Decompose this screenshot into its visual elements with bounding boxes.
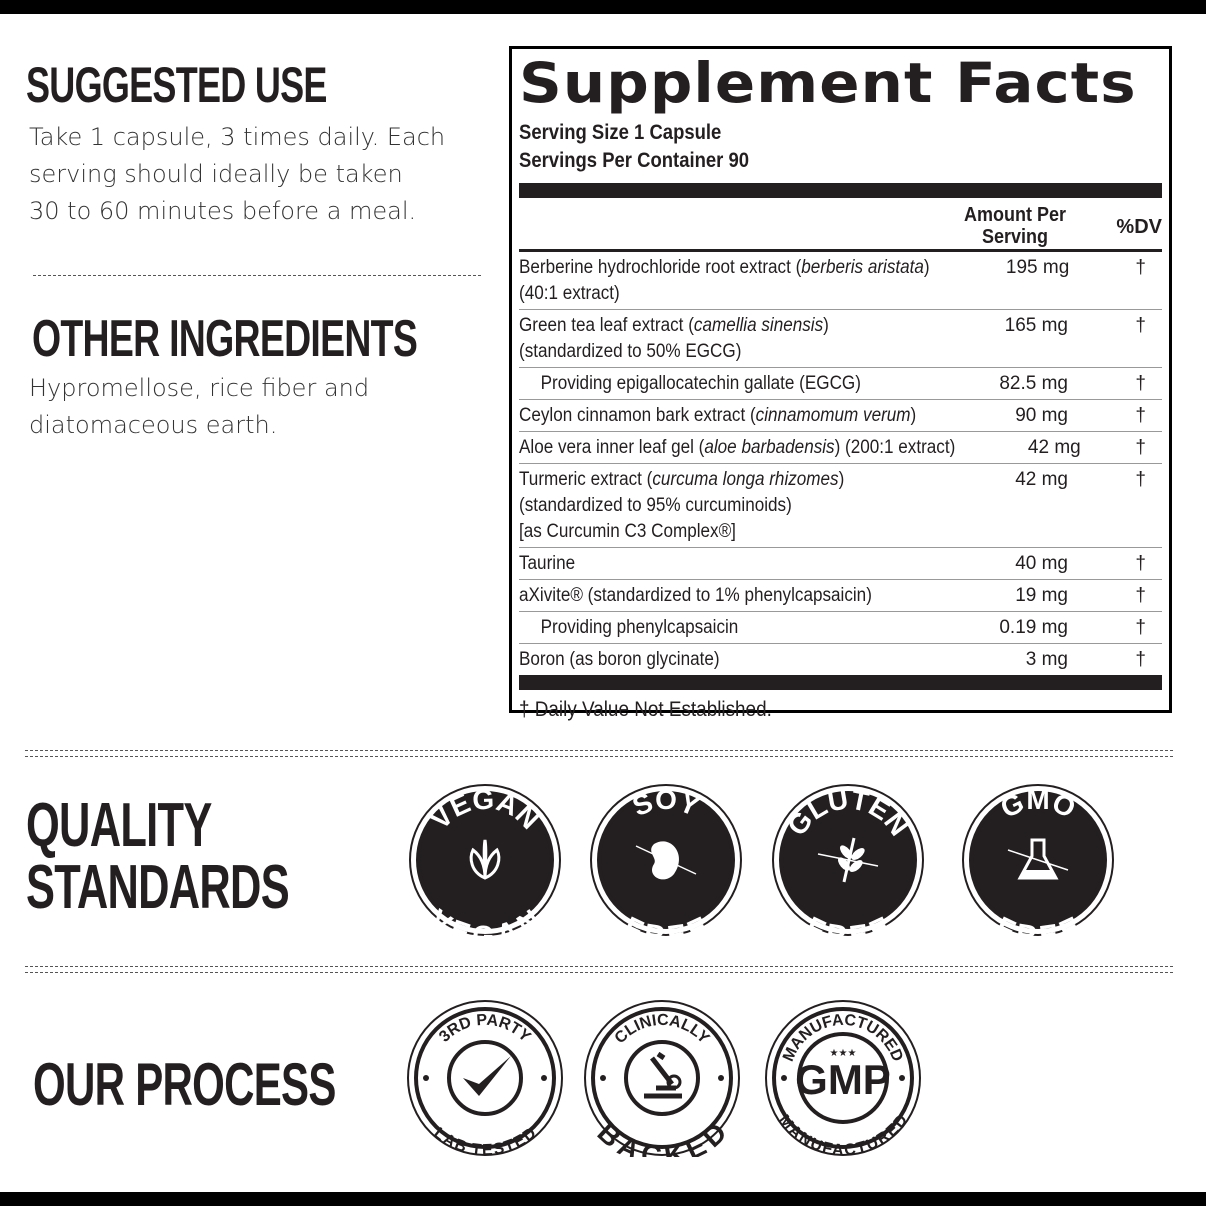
quality-standards-title: QUALITY STANDARDS — [26, 791, 290, 922]
daily-value: † — [1135, 649, 1146, 670]
nutrient-name: Taurine — [519, 553, 576, 574]
nutrient-row: Turmeric extract (curcuma longa rhizomes… — [519, 463, 1162, 547]
other-ingredients-title: OTHER INGREDIENTS — [32, 310, 418, 368]
amount: 165 mg — [1004, 315, 1068, 336]
supplement-facts-panel: Supplement Facts Serving Size 1 Capsule … — [509, 46, 1172, 721]
thick-rule — [519, 675, 1162, 690]
nutrient-name: Green tea leaf extract (camellia sinensi… — [519, 315, 829, 362]
nutrient-name: Providing epigallocatechin gallate (EGCG… — [540, 373, 861, 394]
nutrient-name: Providing phenylcapsaicin — [540, 617, 739, 638]
divider — [25, 756, 1173, 757]
thick-rule — [519, 183, 1162, 198]
bottom-border — [0, 1192, 1206, 1206]
column-header: Amount Per Serving %DV — [519, 198, 1162, 252]
flask-icon — [1007, 838, 1069, 880]
nutrient-row: Berberine hydrochloride root extract (be… — [519, 252, 1162, 309]
nutrient-row: Aloe vera inner leaf gel (aloe barbadens… — [519, 431, 1162, 463]
daily-value: † — [1135, 437, 1146, 458]
top-border — [0, 0, 1206, 14]
amount: 0.19 mg — [999, 617, 1068, 638]
amount: 195 mg — [1005, 257, 1070, 278]
amount: 40 mg — [1015, 553, 1068, 574]
our-process-title: OUR PROCESS — [33, 1051, 336, 1118]
nutrient-row: aXivite® (standardized to 1% phenylcapsa… — [519, 579, 1162, 611]
servings-per-container: Servings Per Container 90 — [519, 149, 750, 172]
daily-value: † — [1135, 373, 1146, 394]
microscope-icon — [624, 1040, 700, 1116]
nutrient-name: Berberine hydrochloride root extract (be… — [519, 257, 930, 304]
amount: 42 mg — [1015, 469, 1068, 490]
footnote: † Daily Value Not Established. — [519, 698, 772, 721]
divider — [25, 750, 1173, 751]
divider — [25, 966, 1173, 967]
amount: 19 mg — [1015, 585, 1068, 606]
amount: 3 mg — [1025, 649, 1068, 670]
daily-value: † — [1135, 257, 1146, 278]
nutrient-name: aXivite® (standardized to 1% phenylcapsa… — [519, 585, 872, 606]
suggested-use-title: SUGGESTED USE — [26, 57, 327, 113]
nutrient-row: Green tea leaf extract (camellia sinensi… — [519, 309, 1162, 367]
other-ingredients-text: Hypromellose, rice fiber and diatomaceous… — [29, 374, 370, 439]
daily-value: † — [1135, 553, 1146, 574]
daily-value: † — [1135, 315, 1146, 336]
divider — [33, 275, 481, 276]
suggested-use-text: Take 1 capsule, 3 times daily. Each servi… — [29, 123, 446, 225]
amount: 90 mg — [1015, 405, 1068, 426]
serving-size: Serving Size 1 Capsule — [519, 121, 722, 144]
nutrient-row: Boron (as boron glycinate) 3 mg † — [519, 643, 1162, 675]
daily-value: † — [1135, 469, 1146, 490]
nutrient-row: Providing epigallocatechin gallate (EGCG… — [519, 367, 1162, 399]
soybean-icon — [635, 841, 697, 880]
nutrient-row: Ceylon cinnamon bark extract (cinnamomum… — [519, 399, 1162, 431]
daily-value: † — [1135, 405, 1146, 426]
nutrient-row: Providing phenylcapsaicin 0.19 mg † — [519, 611, 1162, 643]
leaf-icon — [469, 839, 501, 880]
facts-title: Supplement Facts — [519, 51, 1137, 115]
amount: 82.5 mg — [999, 373, 1068, 394]
amount: 42 mg — [1027, 437, 1081, 458]
divider — [25, 972, 1173, 973]
daily-value: † — [1135, 585, 1146, 606]
nutrient-name: Aloe vera inner leaf gel (aloe barbadens… — [519, 437, 956, 458]
wheat-icon — [817, 837, 879, 883]
nutrient-name: Turmeric extract (curcuma longa rhizomes… — [519, 469, 845, 542]
gmp-text: GMP — [795, 1056, 891, 1103]
svg-text:★★★: ★★★ — [830, 1048, 857, 1059]
checkmark-icon — [447, 1040, 523, 1116]
nutrient-row: Taurine 40 mg † — [519, 547, 1162, 579]
stars-icon: ★★★ — [797, 1032, 889, 1124]
nutrient-name: Ceylon cinnamon bark extract (cinnamomum… — [519, 405, 917, 426]
nutrient-name: Boron (as boron glycinate) — [519, 649, 720, 670]
daily-value: † — [1135, 617, 1146, 638]
